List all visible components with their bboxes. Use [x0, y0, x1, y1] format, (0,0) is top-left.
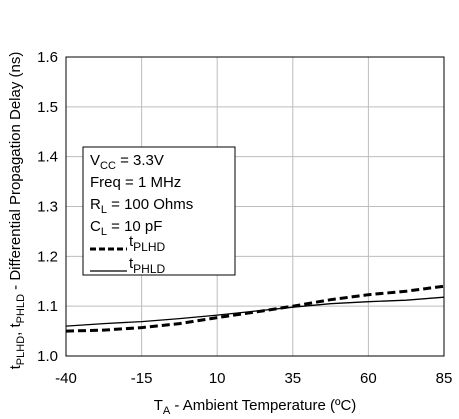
condition-label: CL = 10 pF — [90, 218, 162, 238]
series-line-plhd — [65, 284, 445, 333]
series-layer — [65, 284, 445, 333]
condition-label: Freq = 1 MHz — [90, 174, 181, 191]
legend-frame — [82, 146, 236, 276]
y-tick-labels: 1.0 1.1 1.2 1.3 1.4 1.5 1.6 — [37, 49, 58, 365]
y-tick-label: 1.5 — [37, 99, 58, 116]
x-tick-label: 35 — [284, 370, 301, 387]
x-tick-labels: -40 -15 10 35 60 85 — [55, 370, 452, 387]
condition-label: RL = 100 Ohms — [90, 196, 193, 216]
x-axis-title: TA - Ambient Temperature (ºC) — [154, 397, 357, 417]
x-tick-label: 10 — [209, 370, 226, 387]
legend-label-phld: tPHLD — [129, 255, 166, 276]
y-tick-label: 1.0 — [37, 348, 58, 365]
x-tick-label: 60 — [360, 370, 377, 387]
y-tick-label: 1.1 — [37, 298, 58, 315]
y-tick-label: 1.3 — [37, 199, 58, 216]
y-axis-title: tPLHD, tPHLD - Differential Propagation … — [7, 52, 27, 370]
condition-label: VCC = 3.3V — [90, 152, 164, 172]
plot-frame — [65, 56, 445, 357]
x-tick-label: -15 — [131, 370, 153, 387]
x-tick-label: 85 — [436, 370, 453, 387]
x-tick-label: -40 — [55, 370, 77, 387]
series-line-phld — [65, 296, 445, 327]
y-tick-label: 1.6 — [37, 49, 58, 66]
y-tick-label: 1.4 — [37, 149, 58, 166]
y-tick-label: 1.2 — [37, 248, 58, 265]
legend-label-plhd: tPLHD — [129, 233, 166, 254]
